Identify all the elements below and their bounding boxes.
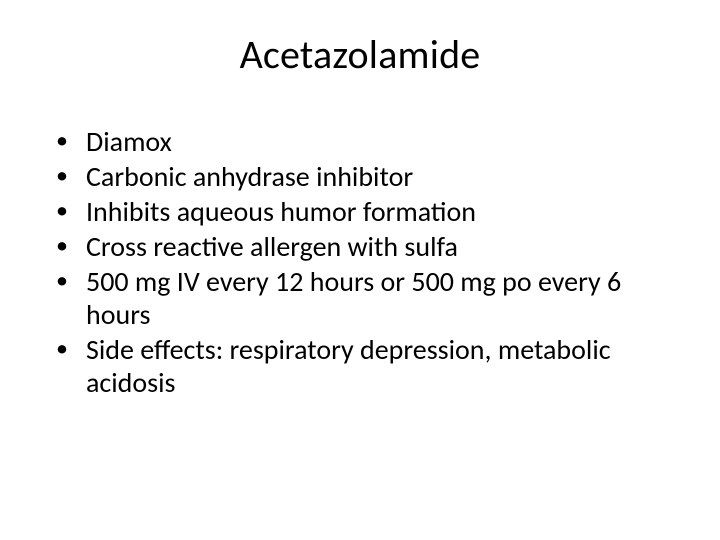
list-item: Side effects: respiratory depression, me… — [56, 333, 680, 399]
list-item: 500 mg IV every 12 hours or 500 mg po ev… — [56, 265, 680, 331]
bullet-list: Diamox Carbonic anhydrase inhibitor Inhi… — [40, 125, 680, 399]
slide-title: Acetazolamide — [40, 30, 680, 79]
list-item: Diamox — [56, 125, 680, 158]
list-item: Inhibits aqueous humor formation — [56, 195, 680, 228]
list-item: Cross reactive allergen with sulfa — [56, 230, 680, 263]
slide: Acetazolamide Diamox Carbonic anhydrase … — [0, 0, 720, 540]
list-item: Carbonic anhydrase inhibitor — [56, 160, 680, 193]
